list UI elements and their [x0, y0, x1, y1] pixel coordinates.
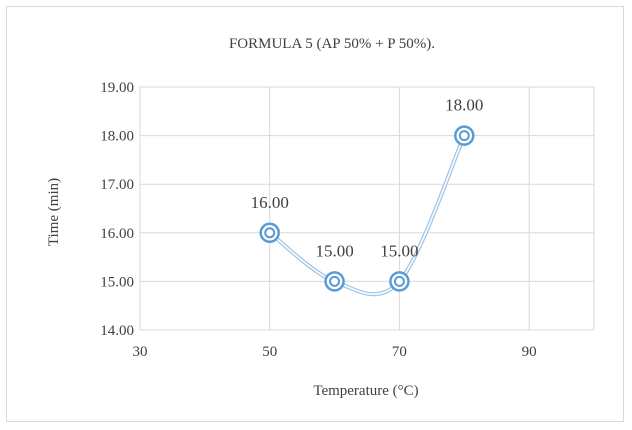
y-axis-label: Time (min): [46, 178, 62, 246]
x-tick-label-3: 90: [522, 344, 537, 360]
series-group: 16.00 15.00 15.00 18.00: [251, 96, 483, 297]
x-tick-label-1: 50: [262, 344, 277, 360]
y-tick-label-2: 16.00: [100, 226, 134, 242]
x-axis-label: Temperature (°C): [313, 383, 418, 399]
x-tick-label-0: 30: [133, 344, 148, 360]
gridlines: [139, 86, 595, 331]
data-label-1: 15.00: [315, 241, 353, 260]
data-label-2: 15.00: [380, 241, 418, 260]
data-point-inner-3: [458, 130, 470, 142]
y-tick-label-3: 17.00: [100, 177, 134, 193]
data-label-0: 16.00: [251, 193, 289, 212]
chart-title: FORMULA 5 (AP 50% + P 50%).: [229, 36, 435, 52]
chart-frame: [6, 6, 624, 422]
y-tick-label-4: 18.00: [100, 129, 134, 145]
x-tick-labels: 30 50 70 90: [133, 344, 537, 360]
data-point-inner-1: [329, 275, 341, 287]
data-point-inner-0: [264, 227, 276, 239]
series-line-0: [268, 134, 467, 297]
data-label-3: 18.00: [445, 96, 483, 115]
y-tick-label-5: 19.00: [100, 80, 134, 96]
y-tick-label-0: 14.00: [100, 323, 134, 339]
series-line-core-0: [269, 135, 466, 296]
y-tick-labels: 14.00 15.00 16.00 17.00 18.00 19.00: [100, 80, 134, 339]
x-tick-label-2: 70: [392, 344, 407, 360]
y-tick-label-1: 15.00: [100, 274, 134, 290]
data-point-inner-2: [393, 275, 405, 287]
